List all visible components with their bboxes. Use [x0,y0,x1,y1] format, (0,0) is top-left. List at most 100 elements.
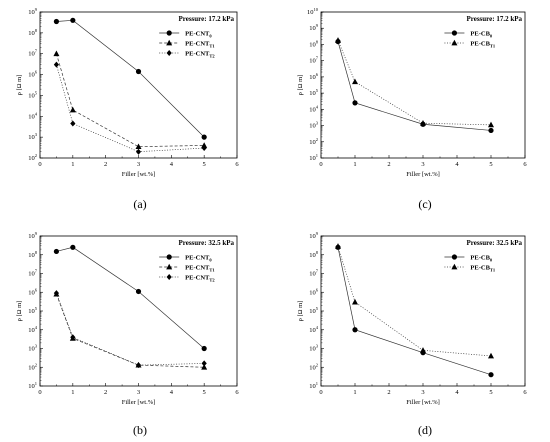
x-tick-label: 2 [104,389,107,396]
y-tick-label: 102 [28,362,37,371]
y-tick-label: 105 [28,90,38,99]
x-axis-label: Filler [wt.%] [406,399,440,406]
data-point [488,352,494,359]
data-point [201,142,208,148]
x-tick-label: 6 [523,161,527,168]
x-tick-label: 3 [137,389,140,396]
y-tick-label: 102 [309,362,318,371]
x-tick-label: 0 [38,161,41,168]
data-point [135,68,142,75]
legend-label: PE-CBT1 [470,41,496,49]
data-point [53,18,60,25]
data-point [352,100,358,106]
x-tick-label: 4 [455,389,459,396]
data-point [335,243,341,249]
data-point [488,127,494,134]
x-tick-label: 4 [455,161,459,168]
x-tick-label: 1 [353,161,356,168]
legend-label: PE-CNTT2 [185,51,215,59]
x-tick-label: 6 [235,161,239,168]
legend-marker [166,263,173,270]
legend-marker [166,30,172,36]
y-axis-label: ρ [Ω m] [297,75,304,96]
plot-frame [320,235,526,387]
data-point [53,50,60,57]
legend-marker [166,50,172,56]
legend-label: PE-CNTT1 [185,41,215,49]
y-tick-label: 103 [309,121,319,130]
legend-marker [166,274,172,280]
legend-label: PE-CNTT2 [185,275,215,283]
x-tick-label: 5 [489,389,492,396]
pressure-annotation: Pressure: 32.5 kPa [178,239,234,247]
legend-label: PE-CB0 [470,255,493,263]
x-tick-label: 5 [489,161,492,168]
x-tick-label: 4 [170,389,174,396]
y-tick-label: 109 [28,7,38,16]
data-point [352,78,358,85]
y-tick-label: 104 [309,104,319,113]
data-point [201,360,207,367]
pressure-annotation: Pressure: 17.2 kPa [178,15,234,23]
x-tick-label: 6 [235,389,239,396]
data-point [488,121,494,128]
legend-label: PE-CNTT1 [185,265,215,273]
y-tick-label: 102 [28,153,37,162]
x-tick-label: 3 [421,161,424,168]
chart-panel-c: 0 1 2 3 4 5 6 101 102 103 104 105 106 107 108 109 1010 Fi… [297,7,527,211]
series-line [337,247,492,376]
data-point [53,61,60,68]
y-tick-label: 102 [309,137,318,146]
data-point [420,347,426,353]
data-point [352,327,358,333]
x-tick-label: 5 [203,389,206,396]
y-tick-label: 105 [309,88,319,97]
y-tick-label: 106 [309,287,319,296]
y-axis-label: ρ [Ω m] [16,301,23,322]
series-line [56,292,205,366]
y-tick-label: 107 [28,269,38,278]
y-tick-label: 109 [309,23,319,32]
y-tick-label: 101 [28,381,37,390]
legend-label: PE-CNT0 [185,255,212,263]
panel-label: (b) [133,423,147,437]
y-tick-label: 106 [309,72,319,81]
x-tick-label: 0 [38,389,41,396]
plot-frame [320,11,526,159]
panel-label: (a) [133,197,146,211]
y-tick-label: 109 [28,231,38,240]
chart-panel-b: 0 1 2 3 4 5 6 101 102 103 104 105 106 107 108 109 Filler… [16,231,239,437]
x-tick-label: 6 [523,389,527,396]
y-axis-label: ρ [Ω m] [16,75,23,96]
chart-panel-a: 0 1 2 3 4 5 6 102 103 104 105 106 107 108 109 Filler [w… [16,7,239,211]
data-point [201,134,207,140]
series-line [337,41,492,131]
data-point [135,288,142,295]
y-tick-label: 106 [28,287,38,296]
x-tick-label: 1 [353,389,356,396]
x-tick-label: 0 [319,389,322,396]
series-line [56,19,205,138]
x-tick-label: 0 [319,161,322,168]
series-line [56,53,205,148]
series-line [56,64,205,153]
y-tick-label: 109 [309,231,319,240]
legend-marker [451,263,458,270]
data-point [53,248,60,255]
x-tick-label: 5 [203,161,206,168]
series-line [337,40,492,126]
y-tick-label: 104 [28,111,38,120]
data-point [70,120,76,127]
series-line [337,246,492,357]
y-tick-label: 108 [309,250,319,259]
y-tick-label: 101 [309,381,318,390]
y-tick-label: 103 [28,344,38,353]
data-point [70,17,76,23]
legend-marker [166,39,173,46]
x-tick-label: 3 [137,161,140,168]
x-tick-label: 1 [71,161,74,168]
legend-label: PE-CB0 [470,31,493,39]
data-point [335,37,341,43]
x-tick-label: 2 [104,161,107,168]
legend-marker [451,254,458,260]
